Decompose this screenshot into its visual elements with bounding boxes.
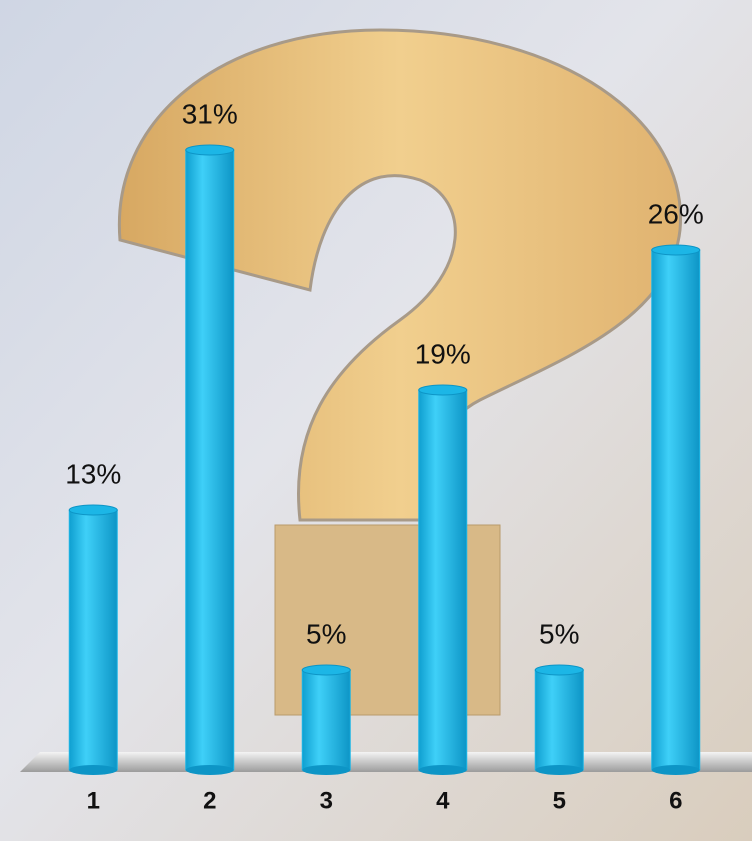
value-label: 13% [65, 458, 121, 489]
bar-bottom [302, 765, 351, 775]
floor [20, 752, 752, 772]
x-tick-label: 2 [203, 787, 216, 814]
bar [301, 669, 351, 771]
bar-cap [418, 384, 468, 396]
bar-cap [185, 144, 235, 156]
bar [418, 389, 468, 771]
bar-bottom [651, 765, 700, 775]
bar-bottom [185, 765, 234, 775]
x-tick-label: 6 [669, 787, 682, 814]
value-label: 5% [306, 618, 346, 649]
bar [534, 669, 584, 771]
bar-cap [301, 664, 351, 676]
x-tick-label: 3 [320, 787, 333, 814]
bar-cap [68, 504, 118, 516]
question-mark [117, 28, 683, 522]
x-tick-label: 1 [87, 787, 100, 814]
bars: 13% 1 31% 2 5% 3 19% 4 5% 5 26% 6 [65, 98, 704, 814]
bar-cap [534, 664, 584, 676]
value-label: 31% [182, 98, 238, 129]
x-tick-label: 5 [553, 787, 566, 814]
x-tick-label: 4 [436, 787, 450, 814]
value-label: 26% [648, 198, 704, 229]
bar-bottom [418, 765, 467, 775]
bar-bottom [535, 765, 584, 775]
bar [185, 149, 235, 771]
value-label: 5% [539, 618, 579, 649]
bar-cap [651, 244, 701, 256]
bar-bottom [69, 765, 118, 775]
value-label: 19% [415, 338, 471, 369]
bar [651, 249, 701, 771]
bar [68, 509, 118, 771]
